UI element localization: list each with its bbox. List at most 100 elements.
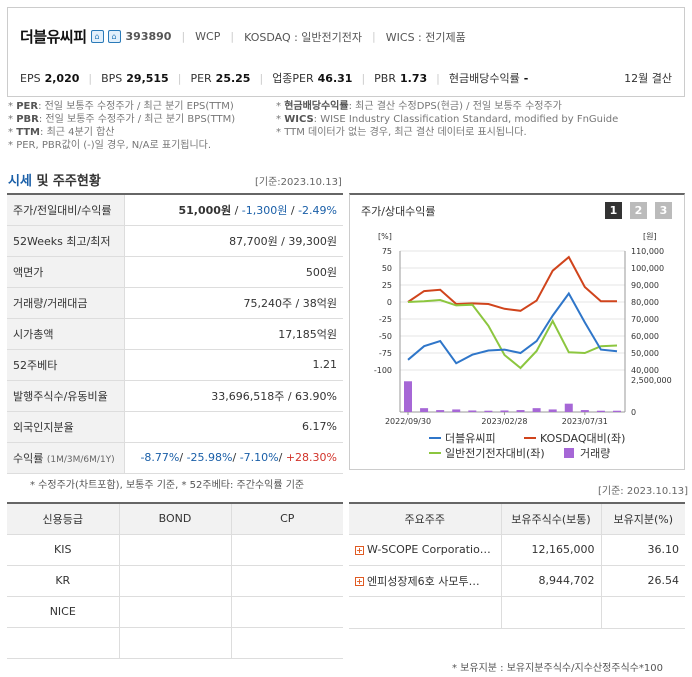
note-text: TTM 데이터가 없는 경우, 최근 결산 데이터로 표시됩니다. xyxy=(284,127,527,138)
note-key: PER xyxy=(16,101,39,112)
dividend-yield-label: 현금배당수익률 xyxy=(448,72,520,85)
chart-page-3[interactable]: 3 xyxy=(655,202,672,219)
left-tick-label: 25 xyxy=(382,281,392,290)
holder-name[interactable]: 엔피성장제6호 사모투… xyxy=(367,574,480,588)
price-value: 51,000원 xyxy=(178,203,232,217)
right-axis-unit: [원] xyxy=(643,232,657,241)
bond-rating xyxy=(119,627,232,659)
row-value: 87,700원 / 39,300원 xyxy=(124,225,343,257)
series-lines xyxy=(407,255,618,370)
return-3m: -25.98% xyxy=(186,451,233,464)
table-row xyxy=(349,596,685,629)
volume-bar xyxy=(596,410,605,412)
note-text: : 전일 보통주 수정주가 / 최근 분기 BPS(TTM) xyxy=(38,114,236,125)
volume-bar xyxy=(613,410,621,412)
holder-name-cell[interactable]: + W-SCOPE Corporatio… xyxy=(349,534,502,566)
legend-swatch xyxy=(564,448,574,458)
pbr-value: 1.73 xyxy=(400,71,428,85)
volume-bar xyxy=(564,403,573,412)
holder-shares: 12,165,000 xyxy=(501,534,602,566)
pbr-label: PBR xyxy=(374,71,396,85)
section-title-sub: 및 주주현황 xyxy=(31,174,101,189)
x-tick-label: 2023/02/28 xyxy=(481,417,527,426)
note-key: TTM xyxy=(16,127,41,138)
table-header-row: 주요주주 보유주식수(보통) 보유지분(%) xyxy=(349,503,685,535)
row-label: 52주베타 xyxy=(7,349,125,381)
sector-relative-line xyxy=(407,298,618,370)
credit-rating-table: 신용등급 BOND CP KIS KR NICE xyxy=(7,502,343,659)
expand-icon[interactable]: + xyxy=(355,545,364,555)
right-tick-label: 70,000 xyxy=(631,315,659,324)
row-value: 75,240주 / 38억원 xyxy=(124,287,343,319)
right-tick-label: 90,000 xyxy=(631,281,659,290)
dividend-yield-value: - xyxy=(523,71,529,85)
column-header: 신용등급 xyxy=(7,503,120,535)
right-tick-label: 100,000 xyxy=(631,264,664,273)
note-key: PBR xyxy=(16,114,39,125)
left-tick-label: 50 xyxy=(382,264,392,273)
table-row: 외국인지분율 6.17% xyxy=(7,411,343,443)
table-row: + 엔피성장제6호 사모투… 8,944,702 26.54 xyxy=(349,565,685,597)
ticker: WCP xyxy=(195,30,221,43)
table-row xyxy=(7,627,343,659)
x-tick-label: 2023/07/31 xyxy=(562,417,608,426)
table-row: 수익률 (1M/3M/6M/1Y) -8.77%/ -25.98%/ -7.10… xyxy=(7,442,343,474)
volume-bar xyxy=(500,410,509,412)
note-text: : 최근 4분기 합산 xyxy=(40,127,115,138)
notes-left: * PER: 전일 보통주 수정주가 / 최근 분기 EPS(TTM) * PB… xyxy=(8,101,236,151)
volume-bar xyxy=(452,409,461,412)
kosdaq-relative-line xyxy=(407,255,617,312)
table-row: 액면가 500원 xyxy=(7,256,343,288)
table-row: NICE xyxy=(7,596,343,628)
return-1m: -8.77% xyxy=(140,451,180,464)
cp-rating xyxy=(231,534,343,566)
price-info-table: 주가/전일대비/수익률 51,000원 / -1,300원 / -2.49% 5… xyxy=(7,193,343,474)
bond-rating xyxy=(119,596,232,628)
table-row: 52주베타 1.21 xyxy=(7,349,343,381)
column-header: 보유지분(%) xyxy=(601,503,685,535)
volume-bar xyxy=(580,410,589,412)
holder-name[interactable]: W-SCOPE Corporatio… xyxy=(367,543,491,556)
chart-page-2[interactable]: 2 xyxy=(630,202,647,219)
holder-name-cell[interactable]: + 엔피성장제6호 사모투… xyxy=(349,565,502,597)
left-tick-label: -100 xyxy=(374,366,392,375)
holders-note: * 보유지분 : 보유지분주식수/지수산정주식수*100 xyxy=(452,663,663,674)
section-title-main: 시세 xyxy=(8,174,32,189)
price-change-rate: -2.49% xyxy=(298,203,337,217)
holder-pct xyxy=(601,596,685,629)
key-metrics: EPS 2,020 | BPS 29,515 | PER 25.25 | 업종PER 4… xyxy=(20,71,672,86)
note-key: 현금배당수익률 xyxy=(284,101,349,112)
right-tick-label: 110,000 xyxy=(631,247,664,256)
per-label: PER xyxy=(190,71,212,85)
home-icon[interactable]: ⌂ xyxy=(90,30,104,43)
holder-shares: 8,944,702 xyxy=(501,565,602,597)
chart-page-1[interactable]: 1 xyxy=(605,202,622,219)
x-tick-label: 2022/09/30 xyxy=(385,417,431,426)
agency-name: KR xyxy=(7,565,120,597)
note-text: : WISE Industry Classification Standard,… xyxy=(313,114,619,125)
legend-label: 일반전기전자대비(좌) xyxy=(445,446,545,460)
company-info-icon[interactable]: ⌂ xyxy=(107,30,121,43)
right-tick-label: 50,000 xyxy=(631,349,659,358)
row-label: 발행주식수/유동비율 xyxy=(7,380,125,412)
expand-icon[interactable]: + xyxy=(355,577,364,586)
section-title: 시세 및 주주현황 xyxy=(8,170,101,189)
row-label: 52Weeks 최고/최저 xyxy=(7,225,125,257)
left-tick-label: 75 xyxy=(382,247,392,256)
table-row: + W-SCOPE Corporatio… 12,165,000 36.10 xyxy=(349,534,685,566)
left-tick-label: 0 xyxy=(387,298,392,307)
holders-date: [기준: 2023.10.13] xyxy=(598,486,689,497)
returns-period: (1M/3M/6M/1Y) xyxy=(46,454,115,465)
cp-rating xyxy=(231,565,343,597)
column-header: BOND xyxy=(119,503,232,535)
volume-tick-label: 2,500,000 xyxy=(631,376,672,385)
left-tick-label: -25 xyxy=(379,315,392,324)
column-header: CP xyxy=(231,503,343,535)
legend-label: KOSDAQ대비(좌) xyxy=(540,432,625,445)
table-row: 거래량/거래대금 75,240주 / 38억원 xyxy=(7,287,343,319)
row-value: -8.77%/ -25.98%/ -7.10%/ +28.30% xyxy=(124,442,343,474)
company-header: 더블유씨피 ⌂ ⌂ 393890 | WCP | KOSDAQ : 일반전기전자… xyxy=(7,7,685,97)
axis-ticks: [%] [원] 75 50 25 0 -25 -50 -75 -100 110,000 100,000… xyxy=(374,232,672,426)
left-axis-unit: [%] xyxy=(378,232,392,241)
section-date: [기준:2023.10.13] xyxy=(255,177,342,188)
